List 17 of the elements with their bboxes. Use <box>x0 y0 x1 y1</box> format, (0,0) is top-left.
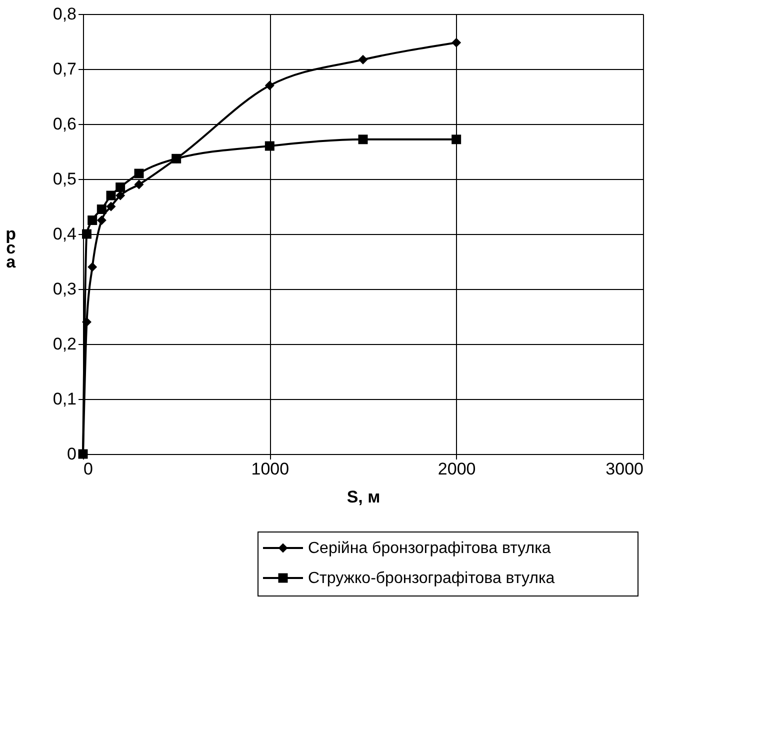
y-tick-label: 0,4 <box>52 224 76 244</box>
x-tick-label: 3000 <box>606 460 644 478</box>
y-tick-label: 0,1 <box>52 390 76 408</box>
y-axis-title: рса <box>6 224 16 272</box>
y-tick-label: 0,7 <box>52 60 76 78</box>
legend-label: Стружко-бронзографітова втулка <box>308 570 555 587</box>
x-tick-label: 0 <box>84 460 93 478</box>
x-tick-label: 1000 <box>251 460 290 478</box>
y-tick-label: 0 <box>67 444 76 464</box>
y-tick-label: 0,2 <box>52 334 76 354</box>
y-tick-label: 0,6 <box>52 114 76 134</box>
y-tick-label: 0,8 <box>52 4 76 24</box>
legend-label: Серійна бронзографітова втулка <box>308 540 551 557</box>
x-tick-label: 2000 <box>438 460 476 478</box>
y-tick-label: 0,5 <box>52 170 76 188</box>
y-tick-label: 0,3 <box>52 280 76 298</box>
x-axis-title: S, м <box>346 488 380 506</box>
